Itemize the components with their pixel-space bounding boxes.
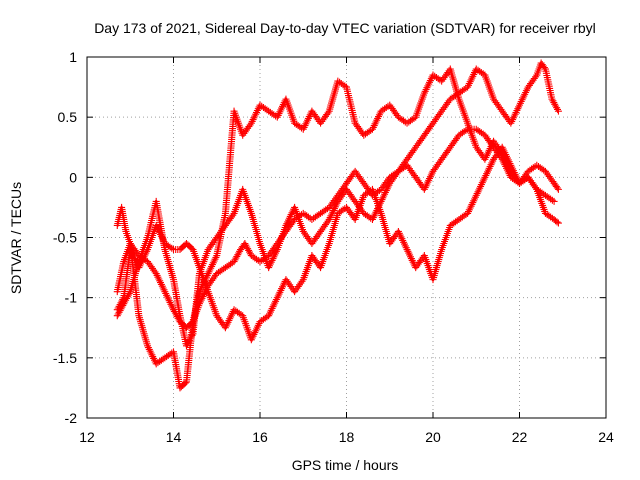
y-tick-label: -0.5 [53,230,77,246]
chart-title: Day 173 of 2021, Sidereal Day-to-day VTE… [94,20,596,36]
y-tick-label: -2 [65,410,78,426]
data-point [135,264,143,272]
axis-ticks: 12 14 16 18 20 22 24 -2 -1.5 -1 -0.5 0 0.5 1 [53,49,614,445]
x-tick-label: 12 [79,429,95,445]
x-tick-label: 22 [512,429,528,445]
x-tick-label: 14 [166,429,182,445]
x-tick-label: 18 [339,429,355,445]
x-tick-label: 24 [598,429,614,445]
y-tick-label: -1.5 [53,350,77,366]
series-3 [113,65,558,392]
y-tick-label: 0.5 [58,109,78,125]
x-tick-label: 20 [425,429,441,445]
series-trace [114,145,561,342]
series-trace [114,67,556,391]
series-2 [113,125,562,350]
y-tick-label: -1 [65,290,78,306]
x-tick-label: 16 [252,429,268,445]
series-trace [114,125,561,348]
data-series [113,59,562,392]
series-4 [113,143,562,344]
y-axis-label: SDTVAR / TECUs [8,182,24,294]
y-tick-label: 0 [69,169,77,185]
x-axis-label: GPS time / hours [292,457,399,473]
y-tick-label: 1 [69,49,77,65]
grid-lines [87,57,606,418]
